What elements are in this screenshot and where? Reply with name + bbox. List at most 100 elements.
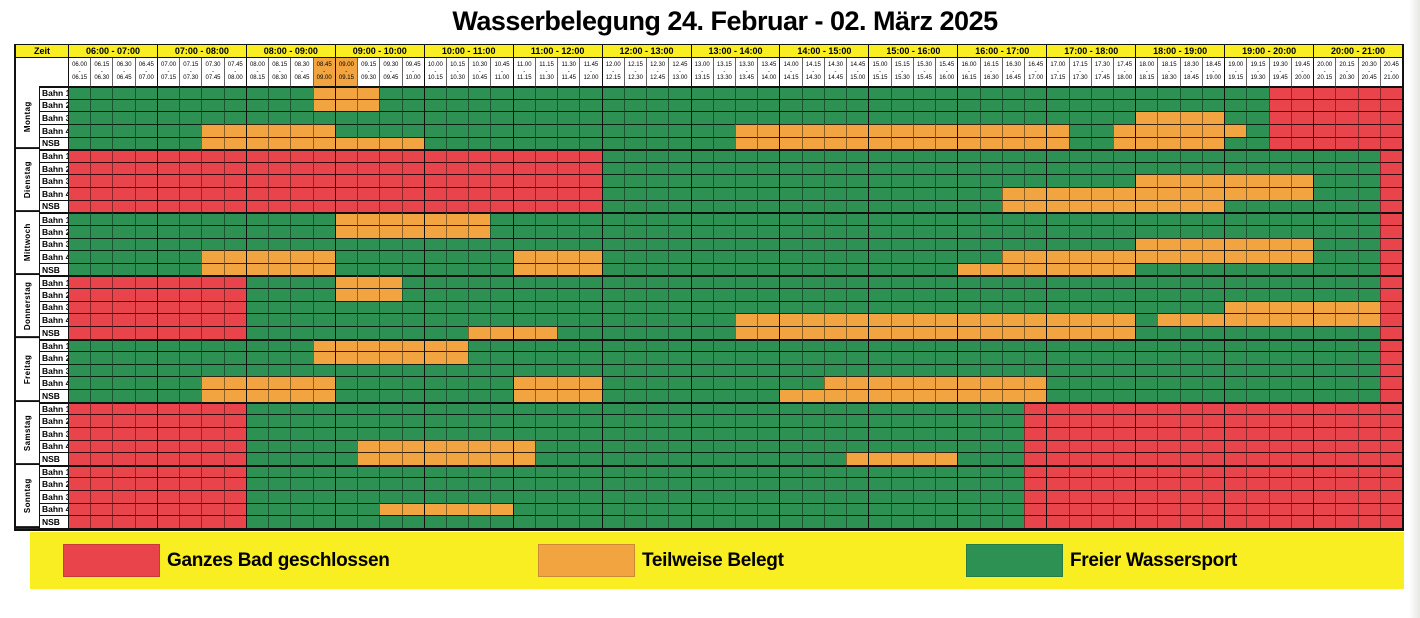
slot <box>757 250 780 263</box>
slot <box>534 161 558 175</box>
slot <box>890 313 913 326</box>
slot <box>490 439 513 453</box>
slot <box>1201 515 1225 528</box>
slot <box>579 414 602 427</box>
slot <box>223 288 246 301</box>
lane-label: Bahn 3 <box>39 490 68 503</box>
slot <box>757 174 780 187</box>
slot <box>1379 161 1402 175</box>
slot <box>1112 123 1136 137</box>
slot <box>534 439 558 453</box>
slot <box>357 161 380 175</box>
slot <box>712 111 735 124</box>
slot <box>823 86 847 99</box>
quarter-time-text: 17.45 <box>1094 75 1110 82</box>
slot <box>735 199 758 213</box>
slot <box>379 136 402 150</box>
quarter-time-text: - <box>1345 68 1348 75</box>
slot <box>223 98 246 112</box>
slot <box>379 275 402 288</box>
slot <box>1090 224 1113 238</box>
slot <box>690 351 713 364</box>
quarter-time-text: - <box>212 68 214 75</box>
quarter-time-text: 19.00 <box>1206 75 1222 82</box>
lane-label: Bahn 2 <box>39 351 68 364</box>
slot <box>1290 174 1314 187</box>
slot <box>334 515 358 528</box>
slot <box>1268 288 1291 301</box>
slot <box>623 250 647 263</box>
slot <box>779 414 802 427</box>
slot <box>1046 351 1069 364</box>
slot <box>379 161 402 175</box>
lane-label: Bahn 4 <box>39 376 68 389</box>
slot <box>735 363 758 377</box>
slot <box>957 414 980 427</box>
slot <box>1157 136 1180 150</box>
slot <box>534 325 558 339</box>
slot <box>512 262 535 276</box>
slot <box>223 300 246 314</box>
quarter-header: 11.30-11.45 <box>557 58 580 86</box>
slot <box>1135 86 1158 99</box>
slot <box>1135 414 1158 427</box>
slot <box>134 187 157 200</box>
slot <box>179 490 202 503</box>
slot <box>1335 98 1358 112</box>
slot <box>90 275 113 288</box>
slot <box>1090 161 1113 175</box>
slot <box>334 212 358 225</box>
slot <box>468 98 491 112</box>
slot <box>623 515 647 528</box>
slot <box>268 477 291 490</box>
slot <box>935 136 958 150</box>
slot <box>379 288 402 301</box>
slot <box>1201 187 1225 200</box>
slot <box>1201 300 1225 314</box>
slot <box>1224 477 1247 490</box>
slot <box>690 389 713 402</box>
slot <box>1201 174 1225 187</box>
slot <box>757 161 780 175</box>
slot <box>601 86 624 99</box>
slot <box>112 123 135 137</box>
slot <box>445 338 469 352</box>
slot <box>757 439 780 453</box>
slot <box>1268 351 1291 364</box>
slot <box>112 275 135 288</box>
slot <box>379 363 402 377</box>
slot <box>179 224 202 238</box>
slot <box>401 414 424 427</box>
slot <box>1357 376 1380 389</box>
slot <box>90 187 113 200</box>
slot <box>1201 325 1225 339</box>
slot <box>1179 123 1202 137</box>
slot <box>90 86 113 99</box>
slot <box>268 452 291 465</box>
slot <box>534 86 558 99</box>
lane-label: Bahn 1 <box>39 86 68 99</box>
slot <box>423 490 446 503</box>
slot <box>1112 161 1136 175</box>
slot <box>668 414 691 427</box>
slot <box>90 136 113 150</box>
slot <box>90 288 113 301</box>
slot <box>90 363 113 377</box>
slot <box>1357 250 1380 263</box>
slot <box>912 237 936 251</box>
quarter-time-text: 07.15 <box>183 62 199 69</box>
slot <box>468 363 491 377</box>
slot <box>890 490 913 503</box>
slot <box>1090 288 1113 301</box>
slot <box>690 199 713 213</box>
slot <box>890 439 913 453</box>
slot <box>935 401 958 415</box>
slot <box>223 426 246 440</box>
slot <box>1290 389 1314 402</box>
slot <box>890 464 913 478</box>
slot <box>979 414 1002 427</box>
slot <box>90 313 113 326</box>
slot <box>690 452 713 465</box>
slot <box>957 199 980 213</box>
slot <box>1024 477 1047 490</box>
